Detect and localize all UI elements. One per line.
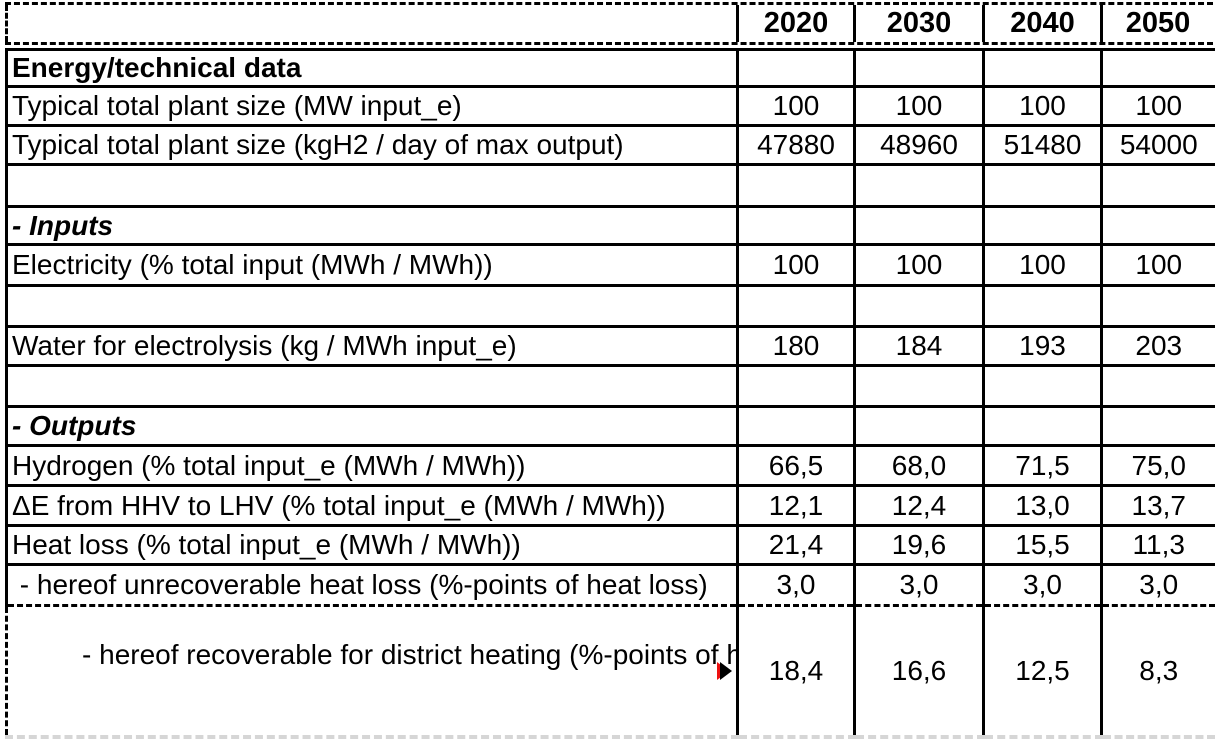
- row-label-cell[interactable]: - Outputs: [5, 406, 738, 447]
- table-row: - hereof recoverable for district heatin…: [5, 605, 1215, 739]
- value-cell[interactable]: 100: [1100, 244, 1215, 287]
- value-cell[interactable]: [982, 406, 1102, 447]
- row-label-cell[interactable]: Hydrogen (% total input_e (MWh / MWh)): [5, 445, 738, 487]
- value-cell[interactable]: [853, 164, 984, 208]
- value-cell[interactable]: 100: [982, 244, 1102, 287]
- row-label-cell[interactable]: [5, 365, 738, 408]
- value-cell[interactable]: 11,3: [1100, 525, 1215, 566]
- value-cell[interactable]: 12,4: [853, 485, 984, 527]
- table-row: Energy/technical data: [5, 48, 1215, 88]
- value-cell[interactable]: 47880: [736, 125, 855, 166]
- value-cell[interactable]: [736, 48, 855, 88]
- value-cell[interactable]: [736, 206, 855, 246]
- value-cell[interactable]: 54000: [1100, 125, 1215, 166]
- value-cell[interactable]: [982, 285, 1102, 328]
- value-cell[interactable]: [982, 164, 1102, 208]
- value-cell[interactable]: [1100, 164, 1215, 208]
- row-label-cell[interactable]: - Inputs: [5, 206, 738, 246]
- value-cell[interactable]: 100: [736, 244, 855, 287]
- year-header-cell[interactable]: 2050: [1100, 5, 1213, 42]
- table-row: [5, 285, 1215, 328]
- value-cell[interactable]: 13,7: [1100, 485, 1215, 527]
- value-cell[interactable]: 3,0: [736, 564, 855, 607]
- value-cell[interactable]: 203: [1100, 326, 1215, 367]
- row-label-cell[interactable]: ΔE from HHV to LHV (% total input_e (MWh…: [5, 485, 738, 527]
- value-cell[interactable]: [853, 48, 984, 88]
- year-header-cell[interactable]: 2030: [853, 5, 982, 42]
- value-cell[interactable]: 100: [1100, 86, 1215, 127]
- value-cell[interactable]: 75,0: [1100, 445, 1215, 487]
- table-row: [5, 164, 1215, 208]
- table-row: [5, 365, 1215, 408]
- value-cell[interactable]: 48960: [853, 125, 984, 166]
- value-cell[interactable]: [982, 365, 1102, 408]
- table-row: Typical total plant size (MW input_e) 10…: [5, 86, 1215, 127]
- row-label-cell[interactable]: Water for electrolysis (kg / MWh input_e…: [5, 326, 738, 367]
- value-cell[interactable]: [853, 365, 984, 408]
- value-cell[interactable]: [1100, 206, 1215, 246]
- row-label-cell[interactable]: Electricity (% total input (MWh / MWh)): [5, 244, 738, 287]
- value-cell[interactable]: 66,5: [736, 445, 855, 487]
- value-cell[interactable]: 184: [853, 326, 984, 367]
- value-cell[interactable]: [1100, 48, 1215, 88]
- value-cell[interactable]: 16,6: [853, 605, 984, 739]
- value-cell[interactable]: [1100, 285, 1215, 328]
- value-cell[interactable]: [736, 365, 855, 408]
- row-label-text: - hereof recoverable for district heatin…: [74, 639, 738, 670]
- value-cell[interactable]: [853, 285, 984, 328]
- value-cell[interactable]: 12,5: [982, 605, 1102, 739]
- table-row: - Outputs: [5, 406, 1215, 447]
- table-row: Hydrogen (% total input_e (MWh / MWh)) 6…: [5, 445, 1215, 487]
- row-label-cell[interactable]: Heat loss (% total input_e (MWh / MWh)): [5, 525, 738, 566]
- value-cell[interactable]: 100: [736, 86, 855, 127]
- value-cell[interactable]: [1100, 406, 1215, 447]
- value-cell[interactable]: 15,5: [982, 525, 1102, 566]
- value-cell[interactable]: 19,6: [853, 525, 984, 566]
- table-row: Heat loss (% total input_e (MWh / MWh)) …: [5, 525, 1215, 566]
- value-cell[interactable]: 68,0: [853, 445, 984, 487]
- value-cell[interactable]: [853, 206, 984, 246]
- row-label-cell[interactable]: [5, 164, 738, 208]
- value-cell[interactable]: 12,1: [736, 485, 855, 527]
- value-cell[interactable]: 3,0: [1100, 564, 1215, 607]
- value-cell[interactable]: [982, 206, 1102, 246]
- row-label-cell[interactable]: Energy/technical data: [5, 48, 738, 88]
- year-header-cell[interactable]: 2020: [736, 5, 853, 42]
- value-cell[interactable]: 100: [853, 86, 984, 127]
- value-cell[interactable]: 180: [736, 326, 855, 367]
- value-cell[interactable]: 193: [982, 326, 1102, 367]
- value-cell[interactable]: 8,3: [1100, 605, 1215, 739]
- data-table: Energy/technical data Typical total plan…: [5, 48, 1215, 739]
- row-label-cell[interactable]: - hereof unrecoverable heat loss (%-poin…: [5, 564, 738, 607]
- value-cell[interactable]: 71,5: [982, 445, 1102, 487]
- value-cell[interactable]: [736, 164, 855, 208]
- value-cell[interactable]: 100: [853, 244, 984, 287]
- value-cell[interactable]: 21,4: [736, 525, 855, 566]
- value-cell[interactable]: 3,0: [853, 564, 984, 607]
- value-cell[interactable]: [736, 406, 855, 447]
- value-cell[interactable]: 51480: [982, 125, 1102, 166]
- row-label-cell[interactable]: Typical total plant size (MW input_e): [5, 86, 738, 127]
- corner-cell[interactable]: [5, 5, 736, 42]
- value-cell[interactable]: 13,0: [982, 485, 1102, 527]
- value-cell[interactable]: [982, 48, 1102, 88]
- table-row: ΔE from HHV to LHV (% total input_e (MWh…: [5, 485, 1215, 527]
- value-cell[interactable]: 100: [982, 86, 1102, 127]
- value-cell[interactable]: [736, 285, 855, 328]
- value-cell[interactable]: 18,4: [736, 605, 855, 739]
- year-header-cell[interactable]: 2040: [982, 5, 1100, 42]
- table-row: - Inputs: [5, 206, 1215, 246]
- table-row: Water for electrolysis (kg / MWh input_e…: [5, 326, 1215, 367]
- row-label-cell[interactable]: - hereof recoverable for district heatin…: [5, 605, 738, 739]
- table-row: Typical total plant size (kgH2 / day of …: [5, 125, 1215, 166]
- value-cell[interactable]: [1100, 365, 1215, 408]
- row-label-cell[interactable]: [5, 285, 738, 328]
- text-overflow-arrow-icon: [717, 661, 733, 681]
- year-header-row: 2020 2030 2040 2050: [5, 2, 1213, 45]
- value-cell[interactable]: 3,0: [982, 564, 1102, 607]
- table-row: - hereof unrecoverable heat loss (%-poin…: [5, 564, 1215, 607]
- table-row: Electricity (% total input (MWh / MWh)) …: [5, 244, 1215, 287]
- row-label-cell[interactable]: Typical total plant size (kgH2 / day of …: [5, 125, 738, 166]
- value-cell[interactable]: [853, 406, 984, 447]
